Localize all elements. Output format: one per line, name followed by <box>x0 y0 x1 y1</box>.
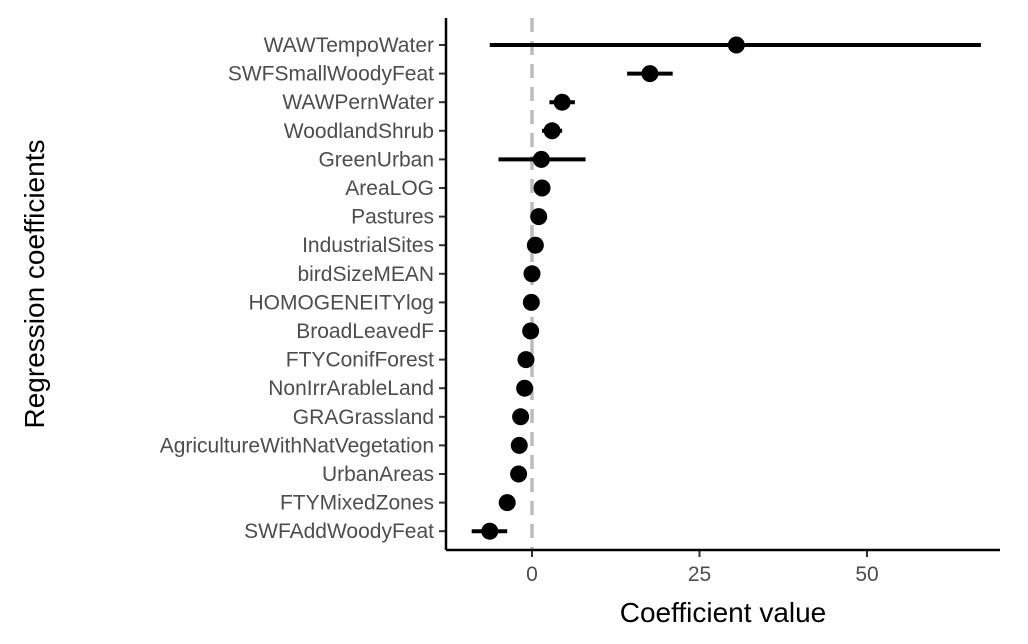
coefficient-point <box>530 208 548 226</box>
x-axis-ticks: 0 25 50 <box>526 550 879 586</box>
y-tick-label: AreaLOG <box>345 177 434 200</box>
coefficient-point <box>522 322 540 340</box>
x-tick-label: 50 <box>855 563 878 586</box>
y-tick-label: FTYMixedZones <box>280 492 434 515</box>
coefficient-point <box>512 408 530 426</box>
coefficient-point <box>517 351 535 369</box>
y-tick-label: HOMOGENEITYlog <box>248 291 434 314</box>
y-tick-label: WoodlandShrub <box>284 120 434 143</box>
coefficient-point <box>553 93 571 111</box>
y-tick-label: Pastures <box>351 206 434 229</box>
coefficient-point <box>481 522 499 540</box>
coefficient-point <box>522 293 540 311</box>
y-tick-label: WAWTempoWater <box>264 34 434 57</box>
plot-area <box>471 18 981 550</box>
coefficient-point <box>532 150 550 168</box>
coefficient-point <box>510 465 528 483</box>
y-axis-title: Regression coefficients <box>19 140 50 429</box>
x-tick-label: 25 <box>688 563 711 586</box>
y-tick-label: GRAGrassland <box>293 406 434 429</box>
y-tick-label: GreenUrban <box>318 148 434 171</box>
coefficient-point <box>641 65 659 83</box>
y-tick-label: WAWPernWater <box>282 91 434 114</box>
y-tick-label: AgricultureWithNatVegetation <box>160 434 434 457</box>
coefficient-point <box>727 36 745 54</box>
coefficient-point <box>526 236 544 254</box>
coefficient-point <box>523 265 541 283</box>
coefficient-point <box>543 122 561 140</box>
y-tick-label: NonIrrArableLand <box>268 377 434 400</box>
y-tick-label: SWFAddWoodyFeat <box>244 520 434 543</box>
y-tick-label: UrbanAreas <box>322 463 434 486</box>
y-axis-category-labels: WAWTempoWater SWFSmallWoodyFeat WAWPernWat… <box>160 34 446 543</box>
coefficient-point <box>516 379 534 397</box>
y-tick-label: FTYConifForest <box>286 349 434 372</box>
y-tick-label: BroadLeavedF <box>296 320 434 343</box>
x-tick-label: 0 <box>526 563 538 586</box>
x-axis-title: Coefficient value <box>620 597 827 628</box>
y-tick-label: IndustrialSites <box>302 234 434 257</box>
y-tick-label: SWFSmallWoodyFeat <box>228 63 434 86</box>
y-tick-label: birdSizeMEAN <box>297 263 434 286</box>
coefficient-point <box>498 494 516 512</box>
coefficient-point <box>510 436 528 454</box>
coefficient-point <box>533 179 551 197</box>
